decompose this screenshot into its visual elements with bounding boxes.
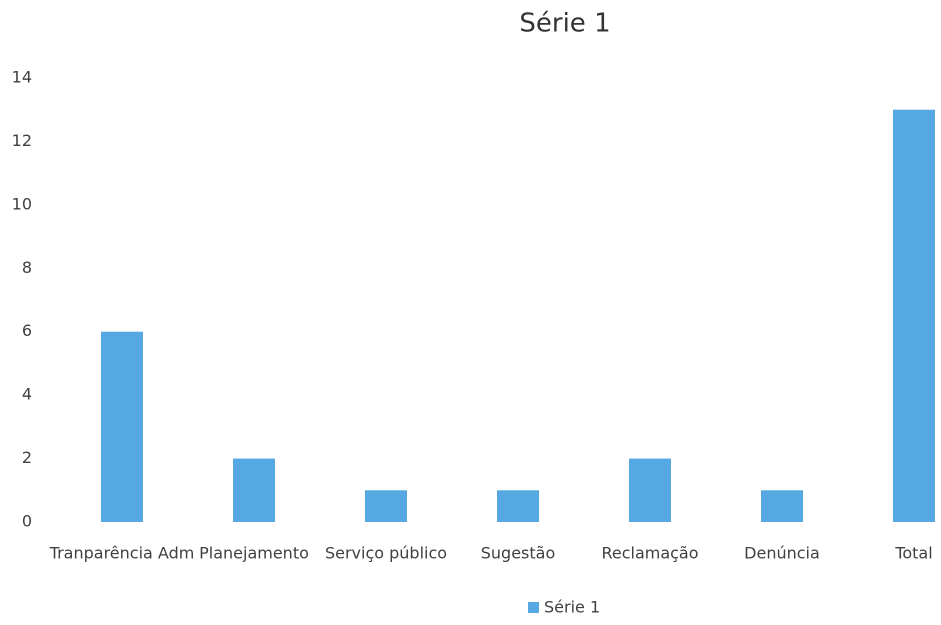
x-tick-label: Planejamento bbox=[199, 544, 309, 563]
y-tick-label: 14 bbox=[12, 68, 32, 87]
bar bbox=[629, 458, 671, 522]
bar bbox=[233, 458, 275, 522]
x-tick-label: Reclamação bbox=[601, 544, 698, 563]
x-tick-label: Tranparência Adm bbox=[49, 544, 195, 563]
y-tick-label: 6 bbox=[22, 321, 32, 340]
bar bbox=[497, 490, 539, 522]
legend-swatch bbox=[528, 602, 539, 613]
chart-title: Série 1 bbox=[519, 9, 610, 39]
bar bbox=[101, 331, 143, 522]
bar bbox=[761, 490, 803, 522]
x-tick-label: Serviço público bbox=[325, 544, 447, 563]
y-tick-label: 2 bbox=[22, 448, 32, 467]
y-tick-label: 8 bbox=[22, 258, 32, 277]
y-tick-label: 12 bbox=[12, 131, 32, 150]
x-tick-label: Sugestão bbox=[481, 544, 556, 563]
x-tick-label: Denúncia bbox=[744, 544, 820, 563]
y-tick-label: 0 bbox=[22, 512, 32, 531]
x-tick-label: Total bbox=[894, 544, 932, 563]
legend-label: Série 1 bbox=[544, 598, 600, 617]
y-tick-label: 10 bbox=[12, 194, 32, 213]
bar bbox=[893, 109, 935, 522]
y-tick-label: 4 bbox=[22, 385, 32, 404]
bar bbox=[365, 490, 407, 522]
